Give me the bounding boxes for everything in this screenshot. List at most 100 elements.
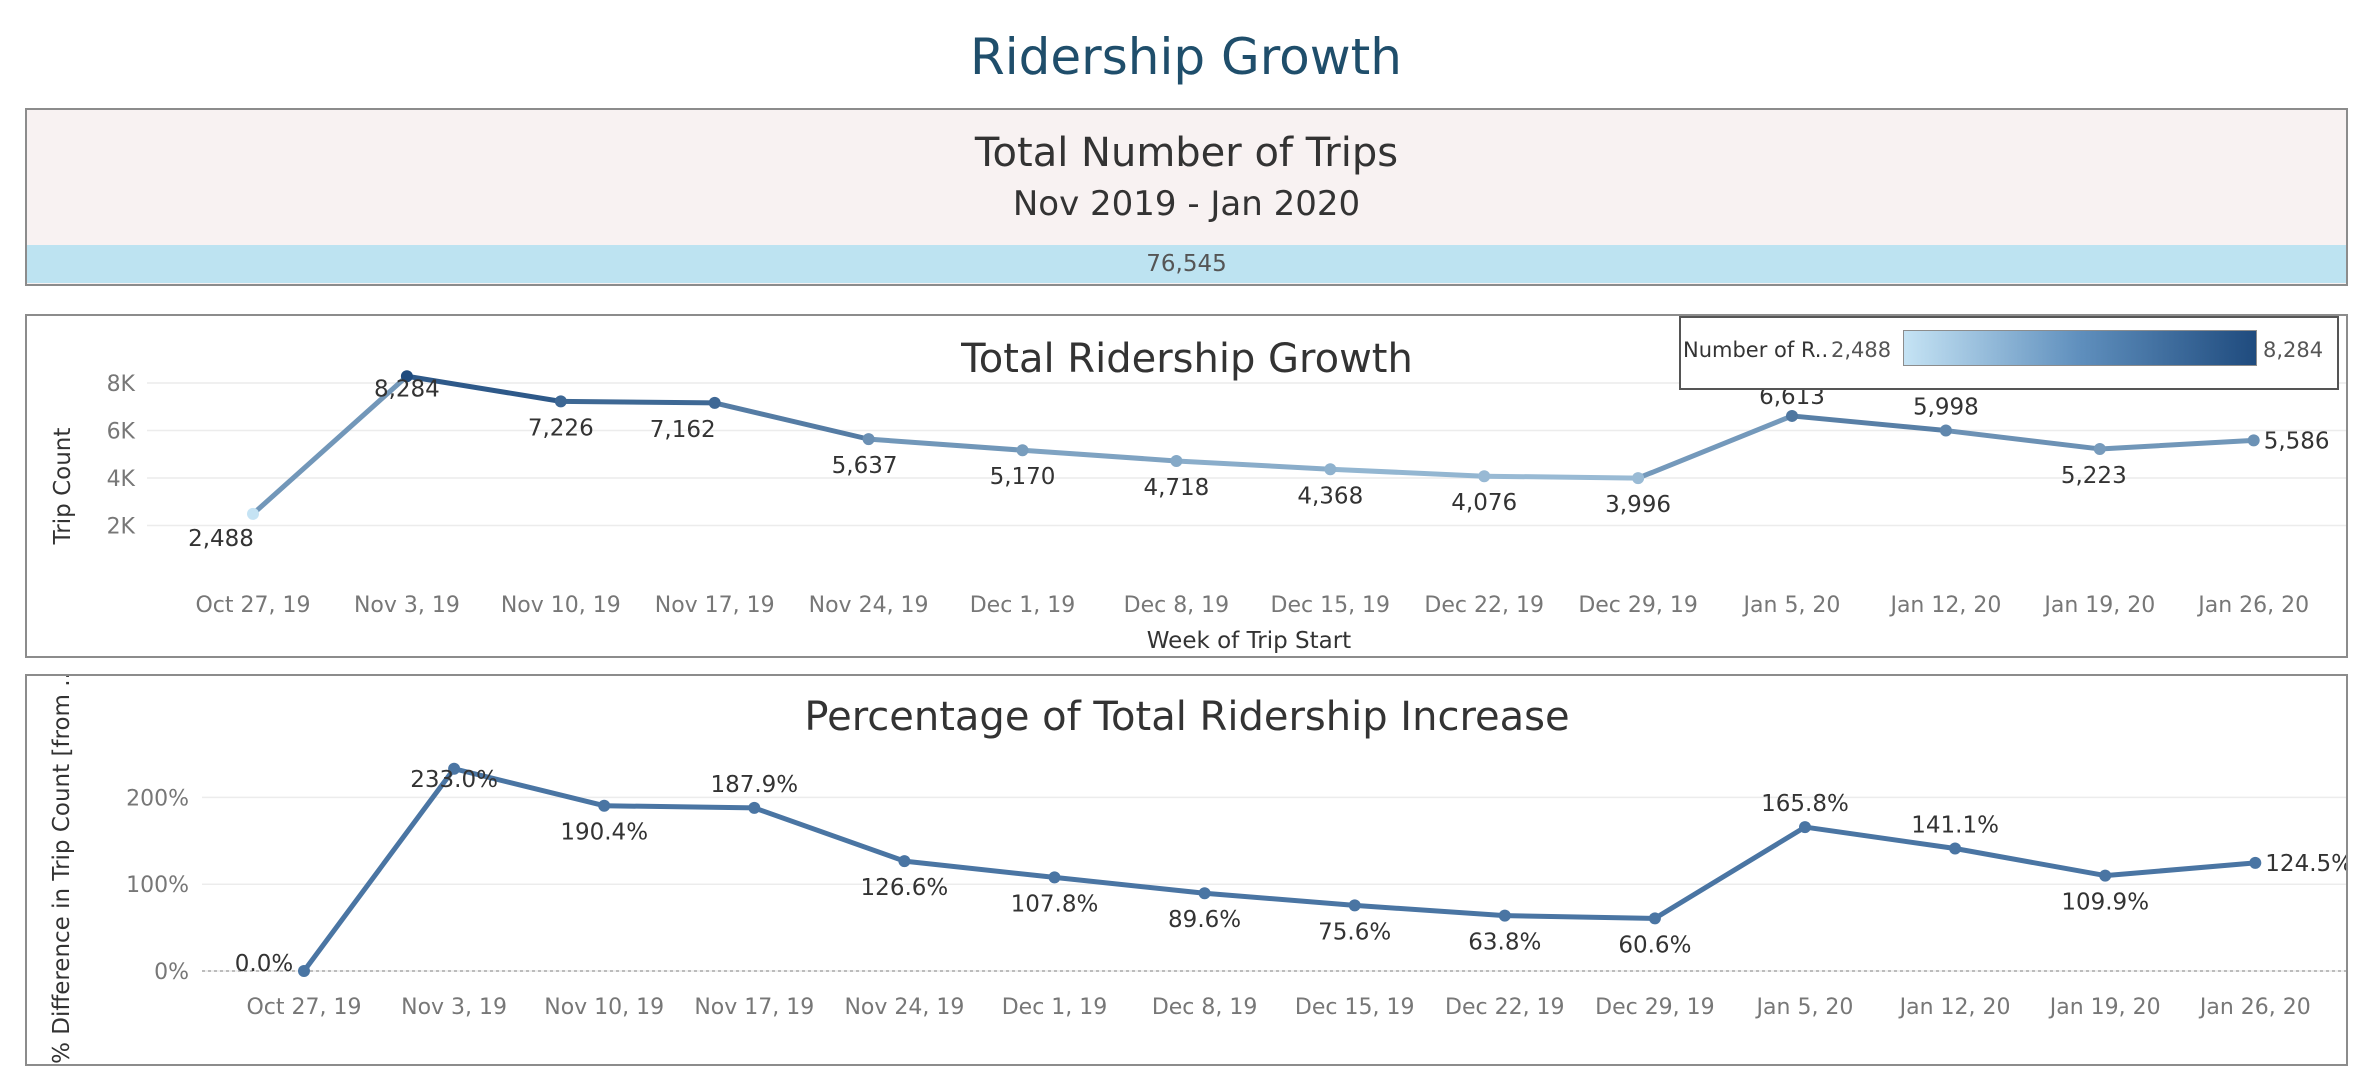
percentage-increase-chart: Percentage of Total Ridership Increase %… (49, 676, 2346, 1064)
x-tick-label: Nov 24, 19 (809, 593, 929, 618)
data-label: 165.8% (1761, 791, 1849, 817)
series-line-segment (1802, 824, 1958, 852)
data-point[interactable] (1949, 842, 1962, 855)
series-line-segment (1952, 846, 2108, 879)
x-tick-label: Jan 5, 20 (1755, 995, 1854, 1020)
data-point[interactable] (247, 507, 259, 520)
series-line-segment (404, 373, 564, 404)
data-point[interactable] (1048, 871, 1061, 884)
x-tick-label: Dec 29, 19 (1578, 593, 1698, 618)
data-point[interactable] (1170, 454, 1183, 467)
percentage-increase-panel: Percentage of Total Ridership Increase %… (25, 674, 2348, 1066)
data-point[interactable] (1648, 912, 1661, 925)
y-tick-label: 8K (107, 372, 136, 397)
x-tick-label: Dec 8, 19 (1152, 995, 1258, 1020)
series-line-segment (1502, 913, 1658, 921)
x-tick-label: Jan 26, 20 (2198, 995, 2311, 1020)
data-label: 0.0% (235, 951, 293, 977)
data-label: 7,226 (528, 415, 594, 441)
data-point[interactable] (2093, 442, 2106, 455)
data-point[interactable] (1198, 887, 1211, 900)
data-point[interactable] (898, 855, 911, 868)
kpi-title: Total Number of Trips (974, 130, 1399, 176)
x-axis-label: Week of Trip Start (1147, 628, 1351, 654)
x-tick-label: Jan 12, 20 (1898, 995, 2011, 1020)
data-label: 5,223 (2061, 463, 2127, 489)
series-line-segment (1481, 473, 1641, 481)
data-point[interactable] (1324, 463, 1337, 476)
legend-label: Number of R.. (1683, 338, 1829, 362)
data-point[interactable] (1498, 909, 1511, 922)
data-label: 187.9% (710, 772, 798, 798)
data-label: 89.6% (1168, 907, 1241, 933)
series-line-segment (1652, 824, 1808, 921)
x-tick-label: Nov 17, 19 (655, 593, 775, 618)
data-point[interactable] (1016, 444, 1029, 457)
legend-min-label: 2,488 (1831, 338, 1892, 362)
data-point[interactable] (1799, 821, 1811, 834)
data-label: 233.0% (410, 767, 498, 793)
series-line-segment (712, 400, 872, 442)
series-line-segment (1352, 902, 1508, 919)
series-line-segment (558, 398, 718, 406)
data-point[interactable] (1786, 409, 1798, 422)
data-label: 8,284 (374, 376, 440, 402)
data-point[interactable] (708, 396, 721, 409)
data-point[interactable] (298, 964, 310, 977)
chart-title: Percentage of Total Ridership Increase (804, 694, 1569, 740)
data-label: 109.9% (2061, 890, 2149, 916)
data-label: 2,488 (188, 526, 254, 552)
chart-title: Total Ridership Growth (960, 336, 1413, 382)
data-label: 124.5% (2265, 851, 2346, 877)
x-tick-label: Dec 22, 19 (1445, 995, 1565, 1020)
x-tick-label: Jan 19, 20 (2048, 995, 2161, 1020)
data-label: 5,998 (1913, 395, 1979, 421)
x-tick-label: Dec 15, 19 (1271, 593, 1391, 618)
data-point[interactable] (1632, 472, 1645, 485)
x-tick-label: Dec 29, 19 (1595, 995, 1715, 1020)
x-tick-label: Nov 3, 19 (354, 593, 460, 618)
data-point[interactable] (1939, 424, 1952, 437)
x-tick-label: Nov 24, 19 (844, 995, 964, 1020)
data-point[interactable] (554, 395, 567, 408)
x-tick-label: Dec 15, 19 (1295, 995, 1415, 1020)
data-label: 75.6% (1318, 919, 1391, 945)
series-line-segment (1789, 413, 1949, 434)
data-point[interactable] (1478, 470, 1491, 483)
data-label: 5,586 (2264, 428, 2330, 454)
data-point[interactable] (400, 370, 413, 383)
data-point[interactable] (748, 801, 761, 814)
x-tick-label: Jan 12, 20 (1888, 593, 2001, 618)
data-label: 60.6% (1618, 932, 1691, 958)
data-label: 190.4% (560, 820, 648, 846)
series-line-segment (901, 858, 1057, 880)
x-tick-label: Jan 26, 20 (2196, 593, 2309, 618)
data-point[interactable] (2247, 434, 2260, 447)
data-label: 63.8% (1468, 930, 1541, 956)
series-line-segment (1327, 466, 1487, 479)
data-label: 5,637 (832, 453, 898, 479)
data-label: 4,718 (1143, 475, 1209, 501)
data-point[interactable] (598, 799, 611, 812)
x-tick-label: Oct 27, 19 (195, 593, 310, 618)
data-point[interactable] (448, 762, 461, 775)
legend-max-label: 8,284 (2263, 338, 2324, 362)
series-line-segment (601, 803, 757, 811)
y-tick-label: 2K (107, 515, 136, 540)
series-line-segment (866, 436, 1025, 453)
series-line-segment (1020, 447, 1179, 464)
color-legend[interactable]: Number of R.. 2,488 8,284 (1679, 316, 2339, 390)
data-point[interactable] (2099, 869, 2112, 882)
data-label: 107.8% (1011, 891, 1099, 917)
kpi-subtitle: Nov 2019 - Jan 2020 (1012, 184, 1361, 224)
y-tick-label: 0% (154, 960, 189, 985)
y-tick-label: 6K (107, 420, 136, 445)
x-tick-label: Nov 10, 19 (544, 995, 664, 1020)
data-point[interactable] (1348, 899, 1361, 912)
series-line-segment (301, 766, 457, 974)
series-line-segment (751, 805, 907, 864)
data-label: 4,368 (1297, 483, 1363, 509)
data-point[interactable] (862, 433, 875, 446)
kpi-total-value[interactable]: 76,545 (27, 245, 2346, 283)
data-point[interactable] (2249, 856, 2262, 869)
